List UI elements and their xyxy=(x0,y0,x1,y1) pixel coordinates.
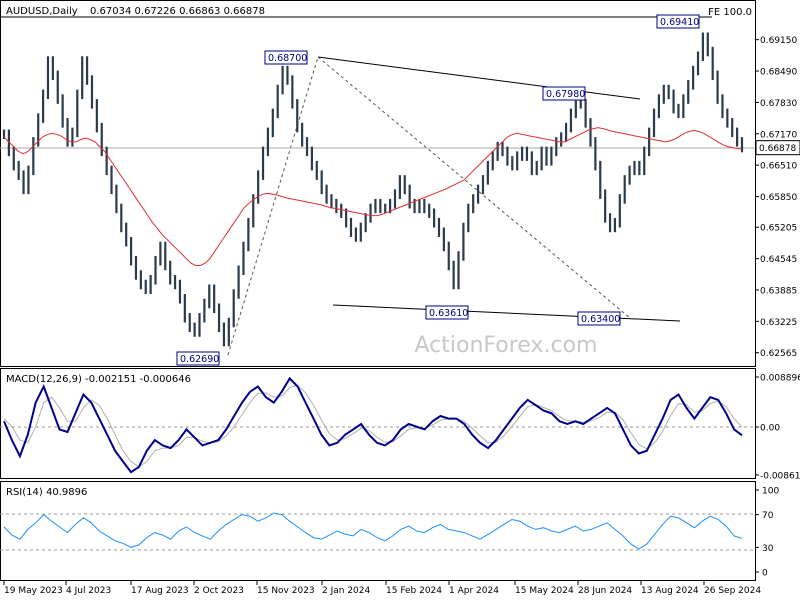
macd-y-tick-label: 0.00 xyxy=(760,424,780,434)
rsi-line xyxy=(3,512,743,550)
x-tick-label: 19 May 2023 xyxy=(4,586,63,596)
ohlc-readout: 0.67034 0.67226 0.66863 0.66878 xyxy=(90,6,265,17)
price-y-tick-label: 0.65205 xyxy=(760,224,797,234)
price-title: AUDUSD,Daily xyxy=(6,6,78,17)
rsi-y-axis: 100 70 30 0 xyxy=(755,487,779,579)
macd-title: MACD(12,26,9) -0.002151 -0.000646 xyxy=(6,374,191,385)
annotation-box xyxy=(656,14,700,29)
rsi-title: RSI(14) 40.9896 xyxy=(6,487,87,498)
rsi-y-tick-label: 100 xyxy=(762,487,779,497)
current-price-tag xyxy=(755,140,800,156)
price-annotations: 0.68700 0.67980 0.69410 0.63610 0.63400 0.626… xyxy=(176,14,700,366)
rsi-y-tick-label: 70 xyxy=(762,511,774,521)
trendline-lower xyxy=(332,304,681,322)
x-tick-label: 13 Aug 2024 xyxy=(641,586,699,596)
price-y-tick-label: 0.66510 xyxy=(760,162,797,172)
rsi-layer xyxy=(0,512,755,551)
x-tick-label: 17 Aug 2023 xyxy=(131,586,189,596)
annotation-box xyxy=(176,351,220,366)
macd-signal-line xyxy=(3,384,743,468)
x-tick-label: 28 Jun 2024 xyxy=(578,586,632,596)
price-y-tick-label: 0.63885 xyxy=(760,286,797,296)
annotation-box xyxy=(425,305,469,320)
macd-panel-frame xyxy=(0,368,756,479)
x-tick-label: 2 Jan 2024 xyxy=(322,586,370,596)
x-tick-label: 15 Nov 2023 xyxy=(257,586,315,596)
macd-y-axis: 0.008896 0.00 -0.008612 xyxy=(755,374,800,482)
annotation-label: 0.63610 xyxy=(429,308,468,319)
price-y-tick-label: 0.69150 xyxy=(760,36,797,46)
trendline-dashed-down xyxy=(317,56,631,319)
fe-label: FE 100.0 xyxy=(708,7,752,18)
price-y-tick-label: 0.62565 xyxy=(760,349,797,359)
moving-average-line xyxy=(3,127,743,266)
trendline-upper xyxy=(317,56,641,100)
macd-y-tick-label: -0.008612 xyxy=(760,472,800,482)
current-price-label: 0.66878 xyxy=(759,144,796,154)
annotation-label: 0.69410 xyxy=(660,17,699,28)
trendline-dashed-up xyxy=(227,56,319,356)
x-tick-label: 15 Feb 2024 xyxy=(386,586,442,596)
price-y-tick-label: 0.67170 xyxy=(760,130,797,140)
rsi-y-tick-label: 30 xyxy=(762,544,774,554)
price-trendlines xyxy=(0,16,755,356)
price-y-tick-label: 0.63225 xyxy=(760,318,797,328)
annotation-label: 0.62690 xyxy=(180,354,219,365)
x-axis: 19 May 2023 4 Jul 2023 17 Aug 2023 2 Oct 20… xyxy=(3,581,761,596)
price-panel-frame xyxy=(0,0,756,367)
macd-y-tick-label: 0.008896 xyxy=(760,374,800,384)
price-y-axis: 0.69150 0.68490 0.67830 0.67170 0.66510 0.658… xyxy=(755,36,800,359)
annotation-box xyxy=(577,311,621,326)
price-y-tick-label: 0.64545 xyxy=(760,255,797,265)
annotation-box xyxy=(264,50,308,65)
x-tick-label: 2 Oct 2023 xyxy=(194,586,244,596)
annotation-label: 0.67980 xyxy=(546,89,585,100)
annotation-label: 0.63400 xyxy=(581,314,620,325)
annotation-box xyxy=(542,86,586,101)
rsi-panel-frame xyxy=(0,481,756,581)
x-tick-label: 4 Jul 2023 xyxy=(66,586,111,596)
rsi-y-tick-label: 0 xyxy=(762,569,768,579)
x-tick-label: 1 Apr 2024 xyxy=(449,586,499,596)
x-tick-label: 15 May 2024 xyxy=(515,586,574,596)
macd-layer xyxy=(0,376,755,474)
x-tick-label: 26 Sep 2024 xyxy=(704,586,761,596)
annotation-label: 0.68700 xyxy=(268,53,307,64)
watermark: ActionForex.com xyxy=(415,333,598,358)
price-y-tick-label: 0.65850 xyxy=(760,193,797,203)
price-y-tick-label: 0.68490 xyxy=(760,68,797,78)
macd-line xyxy=(3,376,743,474)
price-y-tick-label: 0.67830 xyxy=(760,99,797,109)
